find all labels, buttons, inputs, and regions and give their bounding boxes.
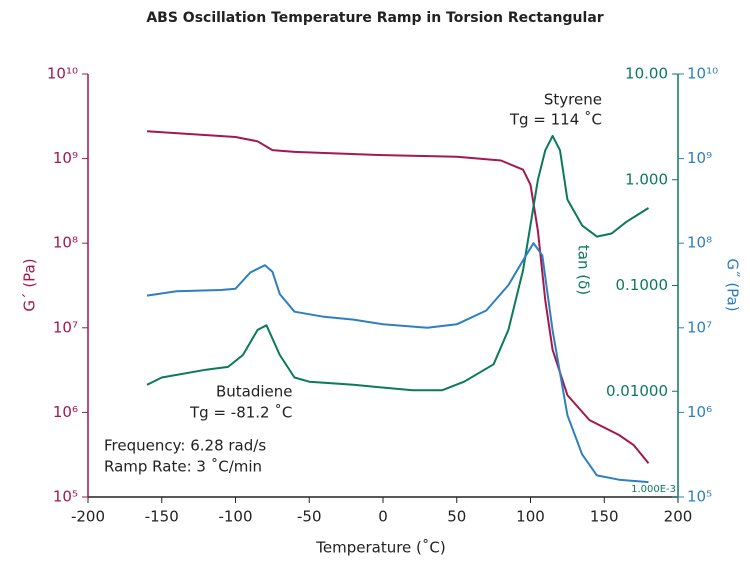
y-tick-label: 10⁷ [53,318,78,336]
y2-tick-label: 10.00 [625,65,668,83]
y-axis-label: G´ (Pa) [21,258,39,311]
annotation: Butadiene [216,383,293,401]
y3-tick-label: 10⁵ [687,488,712,506]
data-line [146,134,650,392]
x-tick-label: 200 [664,508,693,526]
annotation: Tg = -81.2 ˚C [189,404,292,422]
x-tick-label: 50 [447,508,466,526]
x-tick-label: -200 [71,508,105,526]
x-tick-label: 0 [378,508,388,526]
y2-tick-label: 1.000E-3 [631,484,676,495]
y-tick-label: 10¹⁰ [47,65,78,83]
y-tick-label: 10⁸ [53,234,78,252]
annotation: Ramp Rate: 3 ˚C/min [104,458,262,476]
x-tick-label: 100 [516,508,545,526]
y2-axis-label: tan (δ) [575,245,593,295]
chart-title: ABS Oscillation Temperature Ramp in Tors… [146,10,603,26]
y3-tick-label: 10¹⁰ [687,65,718,83]
x-tick-label: -50 [297,508,322,526]
annotation: Frequency: 6.28 rad/s [104,437,266,455]
x-tick-label: -150 [145,508,179,526]
annotation: Styrene [544,91,602,109]
x-tick-label: -100 [218,508,252,526]
y3-axis-label: G˝ (Pa) [724,258,742,311]
data-line [146,130,650,464]
y-tick-label: 10⁶ [53,403,78,421]
y2-tick-label: 1.000 [625,170,668,188]
x-tick-label: 150 [590,508,619,526]
y-tick-label: 10⁹ [53,149,78,167]
y-tick-label: 10⁵ [53,488,78,506]
y3-tick-label: 10⁶ [687,403,712,421]
y3-tick-label: 10⁷ [687,318,712,336]
y3-tick-label: 10⁹ [687,149,712,167]
y2-tick-label: 0.1000 [616,276,669,294]
annotation: Tg = 114 ˚C [509,111,602,129]
y3-tick-label: 10⁸ [687,234,712,252]
y2-tick-label: 0.01000 [606,382,668,400]
x-axis-label: Temperature (˚C) [315,539,445,557]
data-line [146,242,649,484]
